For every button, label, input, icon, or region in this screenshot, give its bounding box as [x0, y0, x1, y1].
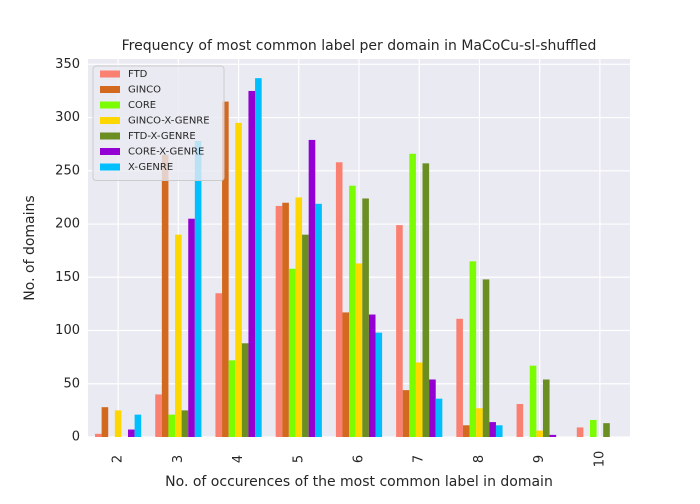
bar: [462, 425, 470, 437]
bar: [161, 154, 169, 437]
legend-label: GINCO-X-GENRE: [128, 116, 210, 127]
bar: [235, 122, 242, 437]
bar: [275, 205, 283, 437]
bars: [95, 78, 610, 438]
bar: [349, 185, 356, 437]
x-tick-label: 9: [532, 455, 547, 463]
bar: [435, 398, 443, 437]
legend-swatch: [100, 101, 120, 109]
bar: [429, 379, 436, 437]
bar: [335, 162, 343, 438]
bar: [542, 379, 550, 437]
bar: [576, 427, 584, 437]
bar: [128, 429, 135, 437]
bar: [288, 268, 296, 437]
y-tick-label: 200: [55, 217, 80, 232]
y-tick-label: 100: [55, 323, 80, 338]
bar: [355, 263, 363, 437]
bar: [469, 261, 477, 437]
y-axis-label: No. of domains: [22, 195, 38, 300]
bar: [368, 314, 376, 437]
bar: [248, 90, 256, 437]
legend-swatch: [100, 132, 120, 140]
legend-swatch: [100, 117, 120, 124]
legend-label: FTD-X-GENRE: [128, 131, 196, 142]
bar: [589, 419, 597, 437]
bar: [134, 414, 142, 437]
x-tick-label: 8: [472, 455, 487, 463]
bar: [482, 279, 490, 437]
bar: [155, 394, 162, 437]
bar: [536, 430, 543, 437]
bar: [342, 312, 350, 437]
bar: [549, 434, 557, 437]
bar: [114, 410, 122, 437]
bar: [308, 139, 316, 437]
x-tick-label: 3: [171, 455, 186, 463]
legend-label: CORE: [128, 100, 156, 111]
bar: [456, 318, 463, 437]
bar: [302, 234, 309, 437]
y-tick-label: 50: [63, 376, 80, 391]
bar: [529, 365, 537, 437]
bar: [409, 153, 416, 438]
bar: [228, 360, 236, 437]
bar: [489, 422, 496, 437]
x-axis-label: No. of occurences of the most common lab…: [165, 474, 553, 490]
bar: [255, 78, 262, 437]
bar: [375, 332, 383, 437]
bar: [516, 403, 524, 437]
chart-title: Frequency of most common label per domai…: [122, 38, 597, 54]
x-tick-label: 2: [111, 455, 126, 463]
legend-label: CORE-X-GENRE: [128, 147, 204, 158]
x-tick-label: 7: [412, 455, 427, 463]
legend-label: FTD: [128, 69, 148, 80]
bar: [476, 408, 483, 437]
bar: [603, 423, 610, 437]
bar: [415, 362, 423, 437]
y-tick-label: 250: [55, 163, 80, 178]
bar: [188, 218, 195, 437]
bar: [282, 202, 289, 437]
legend-swatch: [100, 163, 120, 171]
bar: [168, 414, 176, 437]
legend-label: X-GENRE: [128, 162, 173, 173]
bar: [315, 203, 322, 437]
bar: [181, 410, 189, 437]
bar: [194, 140, 202, 437]
x-tick-label: 6: [352, 455, 367, 463]
bar: [495, 425, 503, 437]
y-tick-label: 300: [55, 110, 80, 125]
bar: [95, 433, 102, 437]
x-tick-label: 10: [592, 451, 607, 468]
legend-swatch: [100, 70, 120, 78]
legend: FTD GINCO CORE GINCO-X-GENRE FTD-X-GENRE CORE…: [92, 65, 225, 181]
bar: [396, 225, 403, 437]
bar: [101, 407, 109, 437]
y-tick-label: 150: [55, 270, 80, 285]
bar: [422, 163, 430, 437]
legend-box: [92, 65, 225, 181]
x-tick-label: 5: [291, 455, 306, 463]
y-tick-label: 0: [72, 430, 80, 445]
x-tick-label: 4: [231, 455, 246, 463]
bar: [402, 390, 410, 437]
legend-swatch: [100, 86, 120, 93]
bar: [295, 197, 303, 437]
bar: [362, 198, 369, 437]
legend-label: GINCO: [128, 85, 161, 96]
legend-swatch: [100, 148, 120, 155]
bar: [241, 343, 249, 437]
bar: [175, 234, 182, 437]
bar: [215, 293, 223, 437]
bar: [222, 101, 229, 437]
y-tick-label: 350: [55, 57, 80, 72]
